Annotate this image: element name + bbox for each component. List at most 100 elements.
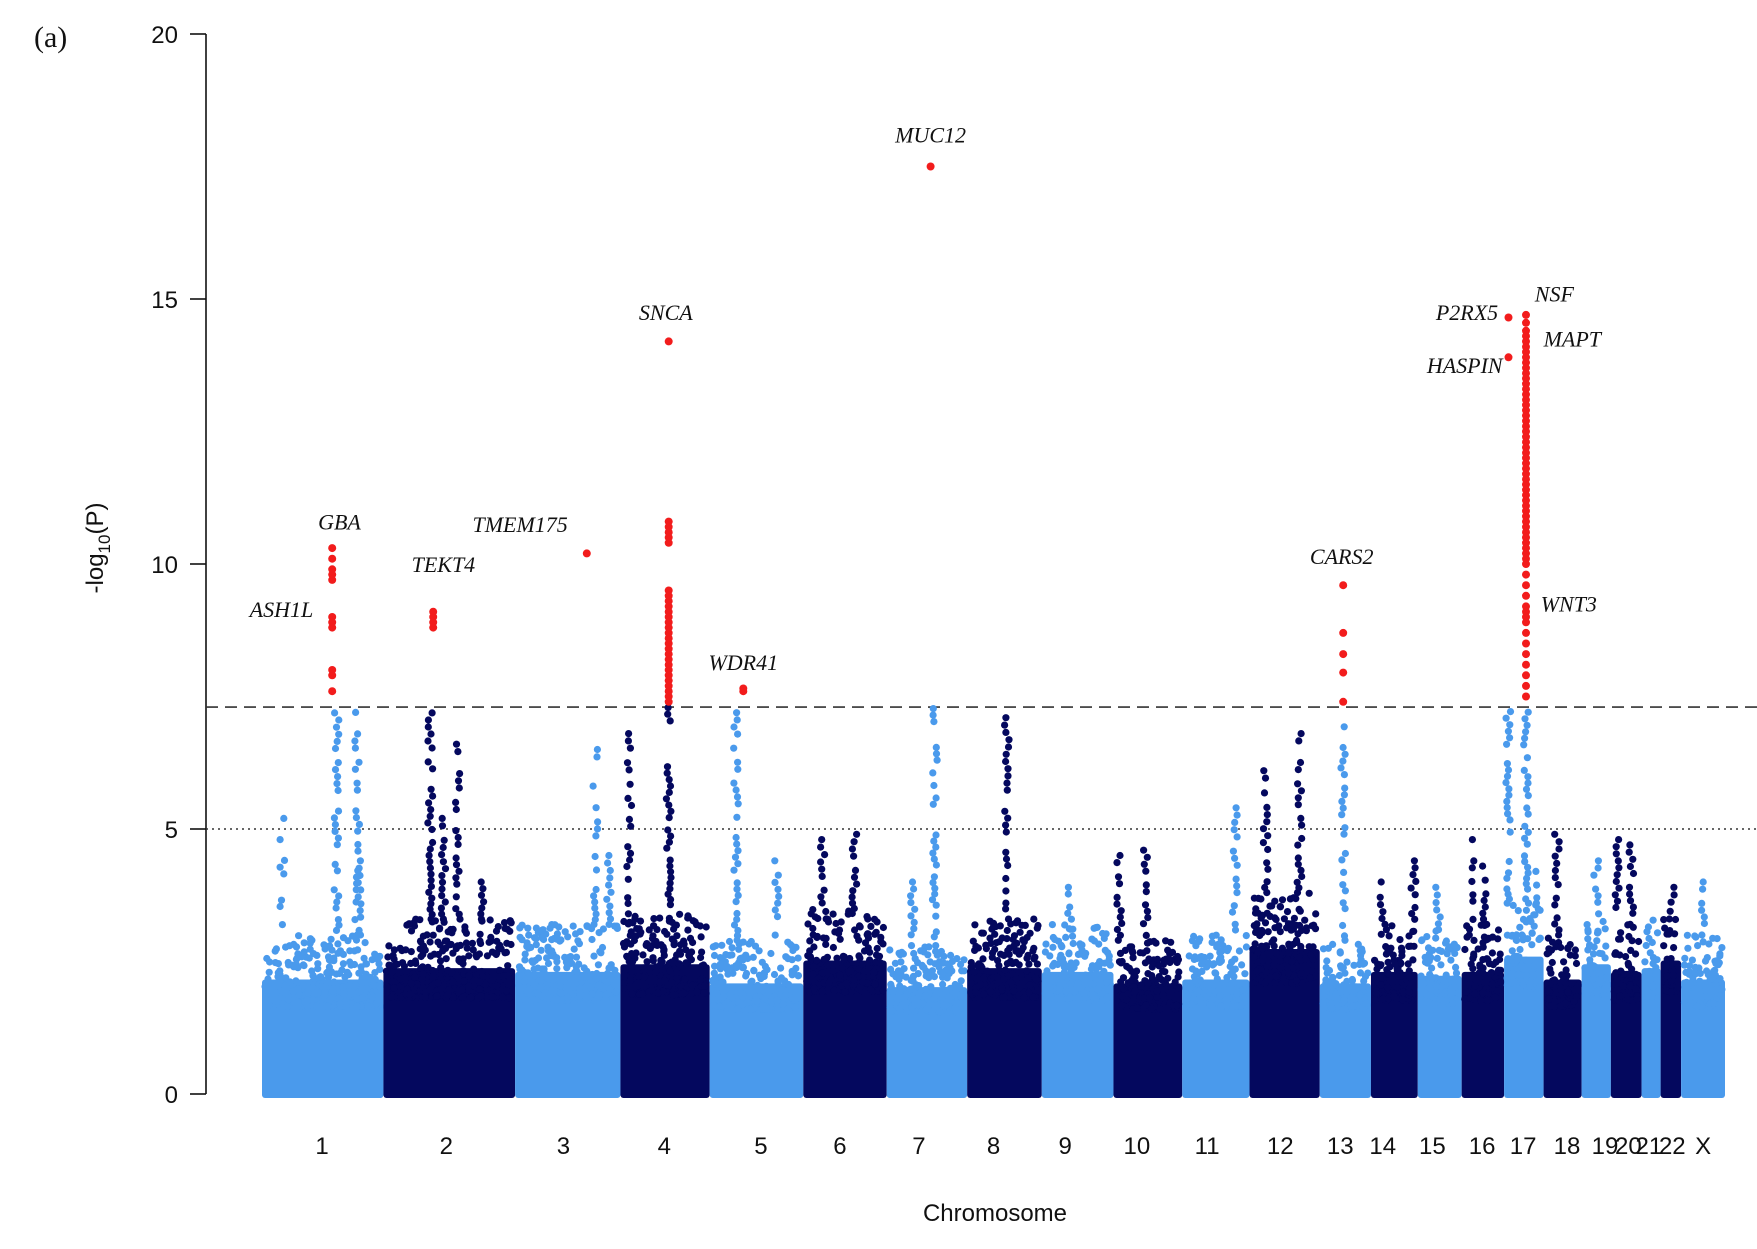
- snp-point: [592, 804, 600, 812]
- snp-point: [1348, 993, 1356, 1001]
- snp-point: [907, 931, 915, 939]
- snp-point: [521, 996, 530, 1004]
- snp-point: [1437, 961, 1445, 969]
- snp-point: [1264, 957, 1272, 965]
- snp-point: [1691, 963, 1699, 972]
- snp-point: [1479, 943, 1487, 951]
- snp-point: [309, 996, 317, 1004]
- snp-point: [1479, 915, 1488, 923]
- snp-point: [1545, 995, 1553, 1003]
- snp-point: [564, 961, 572, 969]
- snp-point: [907, 899, 915, 907]
- snp-point: [477, 891, 486, 899]
- snp-point: [1555, 845, 1563, 853]
- snp-point: [1251, 940, 1259, 948]
- snp-point: [1700, 919, 1708, 928]
- snp-point: [877, 933, 885, 942]
- snp-point: [521, 956, 529, 964]
- snp-point: [1131, 973, 1139, 981]
- snp-point: [1340, 791, 1348, 799]
- snp-point: [496, 966, 504, 974]
- snp-point: [1362, 999, 1371, 1007]
- snp-point: [607, 888, 615, 896]
- gene-label-wnt3: WNT3: [1541, 592, 1597, 617]
- snp-point: [355, 758, 363, 766]
- significant-snp-point: [582, 549, 591, 558]
- snp-point: [993, 973, 1001, 981]
- chromosome-13-points: [1319, 723, 1372, 1098]
- snp-point: [1411, 915, 1419, 923]
- snp-point: [1301, 916, 1309, 924]
- snp-point: [452, 905, 460, 913]
- snp-point: [818, 872, 826, 881]
- snp-point: [573, 968, 581, 976]
- snp-point: [354, 840, 362, 849]
- snp-point: [355, 926, 363, 935]
- snp-point: [333, 841, 341, 849]
- snp-point: [908, 878, 917, 886]
- snp-point: [752, 993, 761, 1001]
- snp-point: [331, 821, 339, 829]
- snp-point: [1264, 845, 1272, 854]
- snp-point: [597, 949, 605, 957]
- snp-point: [405, 920, 413, 929]
- snp-point: [1670, 883, 1678, 891]
- snp-point: [866, 948, 874, 956]
- snp-point: [1443, 950, 1451, 958]
- snp-point: [397, 993, 405, 1001]
- snp-point: [426, 905, 434, 913]
- snp-point: [664, 704, 672, 712]
- snp-point: [1142, 1001, 1150, 1009]
- snp-point: [1524, 828, 1532, 836]
- snp-point: [718, 941, 726, 949]
- snp-point: [1484, 997, 1492, 1005]
- snp-point: [1468, 864, 1476, 872]
- snp-point: [1687, 981, 1695, 989]
- snp-point: [784, 938, 792, 946]
- snp-point: [1665, 930, 1673, 938]
- chromosome-X-body: [1681, 979, 1725, 1098]
- snp-point: [750, 967, 758, 975]
- snp-point: [624, 920, 632, 928]
- x-tick-label: 14: [1369, 1133, 1396, 1160]
- snp-point: [276, 902, 284, 911]
- snp-point: [822, 934, 830, 943]
- snp-point: [1004, 861, 1012, 870]
- snp-point: [336, 1000, 344, 1008]
- snp-point: [499, 972, 507, 980]
- snp-point: [436, 957, 445, 965]
- snp-point: [441, 898, 449, 906]
- snp-point: [515, 982, 523, 990]
- snp-point: [1386, 963, 1394, 971]
- snp-point: [1142, 888, 1150, 896]
- snp-point: [1667, 898, 1675, 906]
- snp-point: [427, 806, 435, 814]
- snp-point: [1589, 975, 1597, 983]
- snp-point: [1613, 897, 1622, 905]
- significant-snp-point: [1522, 681, 1530, 690]
- snp-point: [1253, 967, 1261, 976]
- snp-point: [1268, 938, 1276, 946]
- snp-point: [1551, 874, 1559, 882]
- snp-point: [272, 945, 280, 953]
- snp-point: [263, 954, 271, 963]
- snp-point: [1497, 978, 1505, 986]
- snp-point: [334, 994, 343, 1002]
- snp-point: [465, 952, 473, 960]
- snp-point: [475, 985, 483, 993]
- snp-point: [1699, 885, 1707, 893]
- snp-point: [1231, 926, 1240, 934]
- snp-point: [1308, 967, 1316, 975]
- snp-point: [332, 904, 340, 912]
- snp-point: [1553, 859, 1561, 868]
- snp-point: [820, 955, 828, 963]
- chromosome-17-body: [1504, 956, 1544, 1098]
- significant-snp-point: [1339, 697, 1348, 706]
- snp-point: [858, 960, 866, 968]
- snp-point: [1032, 975, 1040, 984]
- snp-point: [1064, 883, 1072, 891]
- snp-point: [1225, 994, 1233, 1003]
- snp-point: [1546, 965, 1554, 973]
- y-tick-label: 0: [165, 1082, 178, 1109]
